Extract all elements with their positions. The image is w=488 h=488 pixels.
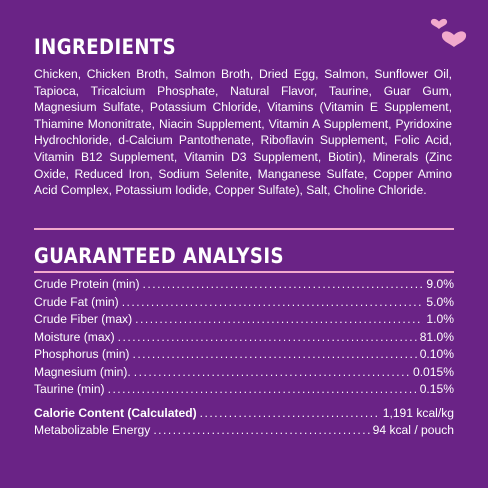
- divider-bottom: [34, 271, 454, 273]
- hearts-icon: [430, 18, 467, 47]
- analysis-label: Moisture (max): [34, 329, 115, 344]
- leader-dots: [122, 295, 424, 309]
- large-heart-shape: [441, 31, 467, 47]
- analysis-label: Crude Protein (min): [34, 277, 140, 291]
- analysis-label: Magnesium (min).: [34, 364, 131, 379]
- leader-dots: [200, 406, 380, 420]
- leader-dots: [153, 423, 369, 437]
- analysis-label: Crude Fiber (max): [34, 312, 133, 326]
- analysis-label: Taurine (min): [34, 382, 105, 396]
- analysis-value: 81.0%: [419, 329, 454, 344]
- ingredients-text: Chicken, Chicken Broth, Salmon Broth, Dr…: [34, 67, 452, 198]
- analysis-value: 0.15%: [419, 382, 454, 396]
- calorie-content-row: Calorie Content (Calculated) 1,191 kcal/…: [34, 406, 454, 424]
- leader-dots: [108, 382, 417, 396]
- leader-dots: [134, 365, 410, 379]
- analysis-row-taurine: Taurine (min) 0.15%: [34, 382, 454, 400]
- calorie-value: 1,191 kcal/kg: [382, 405, 454, 420]
- analysis-row-crude-fat: Crude Fat (min) 5.0%: [34, 295, 454, 313]
- ingredients-title: INGREDIENTS: [34, 35, 177, 59]
- analysis-label: Crude Fat (min): [34, 294, 119, 309]
- analysis-table: Crude Protein (min) 9.0% Crude Fat (min)…: [34, 277, 454, 441]
- analysis-row-crude-protein: Crude Protein (min) 9.0%: [34, 277, 454, 295]
- leader-dots: [143, 277, 424, 291]
- calorie-label: Calorie Content (Calculated): [34, 405, 197, 420]
- analysis-row-magnesium: Magnesium (min). 0.015%: [34, 365, 454, 383]
- analysis-row-moisture: Moisture (max) 81.0%: [34, 330, 454, 348]
- analysis-row-crude-fiber: Crude Fiber (max) 1.0%: [34, 312, 454, 330]
- analysis-value: 1.0%: [426, 312, 454, 326]
- analysis-value: 5.0%: [426, 294, 454, 309]
- analysis-value: 0.015%: [412, 364, 454, 379]
- analysis-row-phosphorus: Phosphorus (min) 0.10%: [34, 347, 454, 365]
- divider-top: [34, 228, 454, 230]
- leader-dots: [118, 330, 417, 344]
- energy-label: Metabolizable Energy: [34, 423, 151, 437]
- leader-dots: [135, 312, 423, 326]
- small-heart-shape: [430, 18, 448, 29]
- guaranteed-analysis-title: GUARANTEED ANALYSIS: [34, 244, 284, 268]
- metabolizable-energy-row: Metabolizable Energy 94 kcal / pouch: [34, 423, 454, 441]
- analysis-label: Phosphorus (min): [34, 347, 130, 361]
- leader-dots: [132, 347, 416, 361]
- analysis-value: 9.0%: [426, 277, 454, 291]
- analysis-value: 0.10%: [419, 347, 454, 361]
- energy-value: 94 kcal / pouch: [372, 423, 454, 437]
